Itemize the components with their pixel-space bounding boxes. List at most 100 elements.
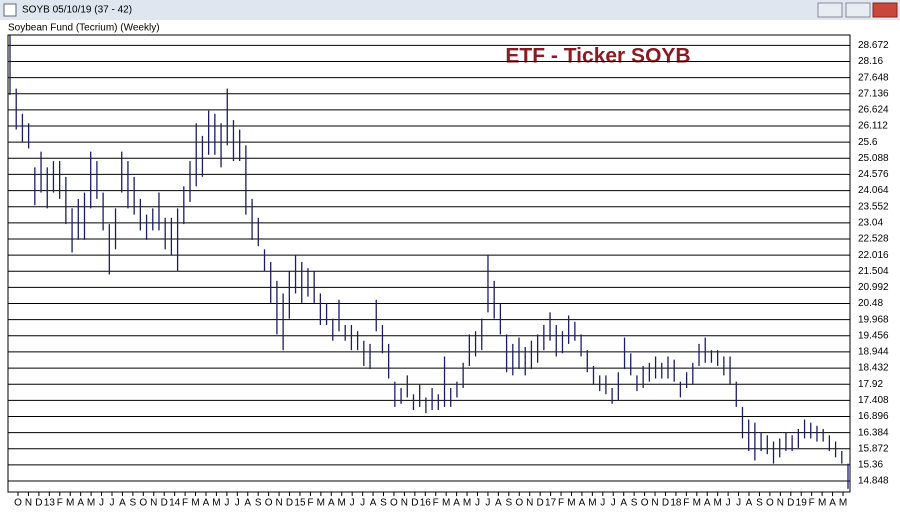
x-tick-label: J [235, 498, 240, 509]
y-tick-label: 27.648 [858, 72, 889, 83]
x-tick-label: F [683, 498, 689, 509]
y-tick-label: 18.944 [858, 347, 889, 358]
x-tick-label: D [411, 498, 418, 509]
y-tick-label: 27.136 [858, 88, 889, 99]
y-tick-label: 15.36 [858, 460, 883, 471]
x-tick-label: A [77, 498, 84, 509]
y-tick-label: 17.408 [858, 395, 889, 406]
x-tick-label: A [620, 498, 627, 509]
x-tick-label: 14 [169, 498, 181, 509]
x-tick-label: M [338, 498, 346, 509]
x-tick-label: M [442, 498, 450, 509]
y-tick-label: 19.456 [858, 330, 889, 341]
y-tick-label: 22.016 [858, 250, 889, 261]
plot-frame [7, 34, 851, 493]
x-tick-label: F [809, 498, 815, 509]
x-tick-label: A [328, 498, 335, 509]
x-tick-label: O [515, 498, 523, 509]
x-tick-label: D [286, 498, 293, 509]
x-tick-label: N [25, 498, 32, 509]
x-tick-label: A [203, 498, 210, 509]
x-tick-label: D [161, 498, 168, 509]
x-tick-label: 13 [44, 498, 56, 509]
x-tick-label: O [139, 498, 147, 509]
x-tick-label: M [463, 498, 471, 509]
x-tick-label: J [360, 498, 365, 509]
x-tick-label: A [244, 498, 251, 509]
x-tick-label: D [662, 498, 669, 509]
x-tick-label: O [766, 498, 774, 509]
x-tick-label: O [265, 498, 273, 509]
x-tick-label: O [641, 498, 649, 509]
y-tick-label: 21.504 [858, 266, 889, 277]
x-tick-label: N [777, 498, 784, 509]
x-tick-label: N [651, 498, 658, 509]
y-tick-label: 26.112 [858, 121, 888, 132]
x-tick-label: F [182, 498, 188, 509]
x-tick-label: A [746, 498, 753, 509]
y-tick-label: 24.064 [858, 185, 889, 196]
y-tick-label: 25.6 [858, 137, 878, 148]
x-tick-label: A [495, 498, 502, 509]
y-tick-label: 14.848 [858, 476, 889, 487]
x-tick-label: S [130, 498, 137, 509]
x-tick-label: M [66, 498, 74, 509]
y-tick-label: 16.896 [858, 411, 889, 422]
x-tick-label: J [485, 498, 490, 509]
annotation: ETF - Ticker SOYB [505, 45, 690, 68]
x-tick-label: M [588, 498, 596, 509]
y-tick-label: 23.04 [858, 217, 883, 228]
y-tick-label: 20.48 [858, 298, 883, 309]
x-tick-label: N [150, 498, 157, 509]
x-tick-label: F [307, 498, 313, 509]
x-tick-label: M [839, 498, 847, 509]
x-tick-label: O [14, 498, 22, 509]
x-tick-label: A [119, 498, 126, 509]
x-tick-label: A [370, 498, 377, 509]
maximize-button[interactable] [845, 2, 871, 18]
y-tick-label: 25.088 [858, 153, 889, 164]
y-tick-label: 26.624 [858, 105, 889, 116]
y-tick-label: 28.16 [858, 56, 883, 67]
x-tick-label: D [537, 498, 544, 509]
x-tick-label: F [57, 498, 63, 509]
x-tick-label: S [756, 498, 763, 509]
minimize-button[interactable] [817, 2, 843, 18]
y-tick-label: 20.992 [858, 282, 889, 293]
x-tick-label: N [275, 498, 282, 509]
x-tick-label: A [704, 498, 711, 509]
x-tick-label: 16 [420, 498, 432, 509]
y-tick-label: 16.384 [858, 427, 889, 438]
x-tick-label: S [631, 498, 638, 509]
x-tick-label: J [736, 498, 741, 509]
x-tick-label: M [714, 498, 722, 509]
y-tick-label: 24.576 [858, 169, 889, 180]
chart-area [0, 20, 900, 514]
x-tick-label: J [475, 498, 480, 509]
x-tick-label: A [829, 498, 836, 509]
y-tick-label: 19.968 [858, 314, 889, 325]
x-tick-label: D [787, 498, 794, 509]
y-tick-label: 28.672 [858, 40, 889, 51]
x-tick-label: A [579, 498, 586, 509]
y-tick-label: 23.552 [858, 201, 889, 212]
x-tick-label: A [453, 498, 460, 509]
close-button[interactable] [872, 2, 898, 18]
x-tick-label: S [255, 498, 262, 509]
y-tick-label: 15.872 [858, 443, 889, 454]
x-tick-label: J [611, 498, 616, 509]
x-tick-label: J [109, 498, 114, 509]
chart-title: Soybean Fund (Tecrium) (Weekly) [8, 23, 160, 34]
x-tick-label: S [380, 498, 387, 509]
x-tick-label: J [350, 498, 355, 509]
x-tick-label: N [401, 498, 408, 509]
y-tick-label: 17.92 [858, 379, 883, 390]
x-tick-label: M [317, 498, 325, 509]
x-tick-label: F [558, 498, 564, 509]
x-tick-label: S [505, 498, 512, 509]
window-icon [3, 3, 17, 17]
x-tick-label: M [567, 498, 575, 509]
x-tick-label: J [600, 498, 605, 509]
x-tick-label: O [390, 498, 398, 509]
